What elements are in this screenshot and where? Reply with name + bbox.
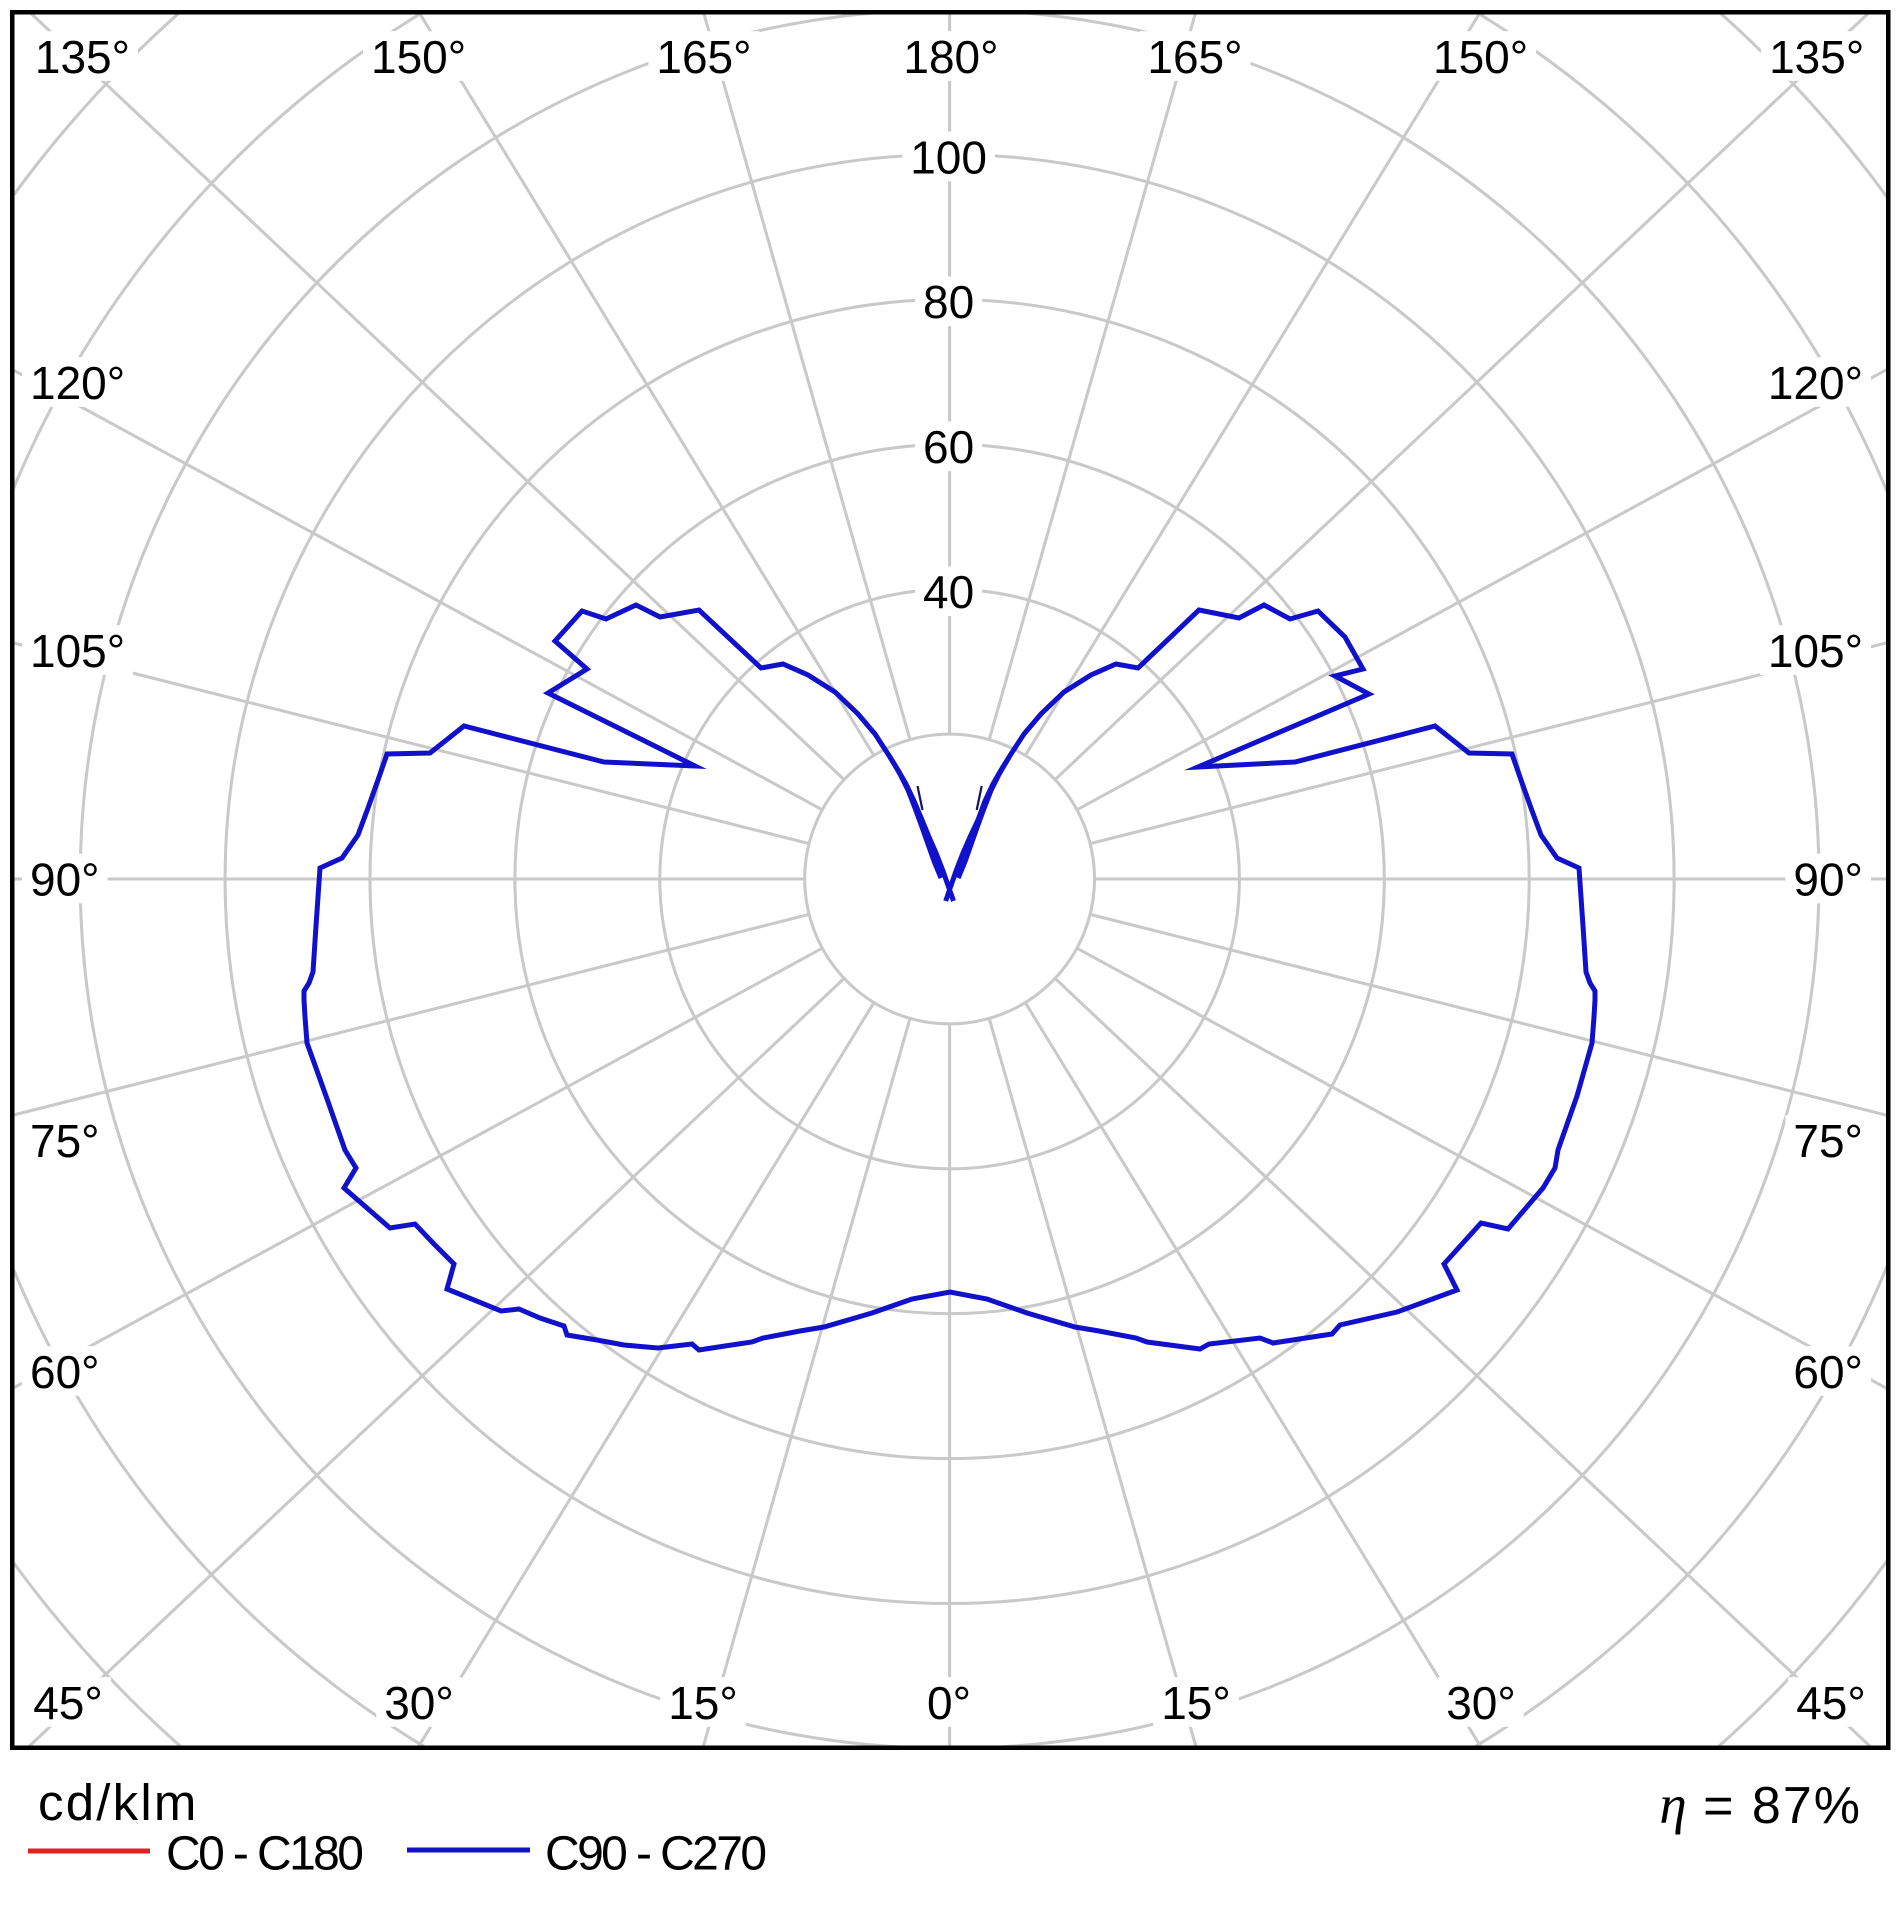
svg-text:90°: 90° xyxy=(30,853,100,905)
svg-text:75°: 75° xyxy=(30,1115,100,1167)
svg-text:180°: 180° xyxy=(903,31,998,83)
svg-text:15°: 15° xyxy=(668,1677,738,1729)
svg-text:120°: 120° xyxy=(30,357,125,409)
svg-text:150°: 150° xyxy=(1433,31,1528,83)
svg-text:75°: 75° xyxy=(1793,1115,1863,1167)
svg-text:60: 60 xyxy=(923,421,974,473)
svg-text:40: 40 xyxy=(923,566,974,618)
svg-text:165°: 165° xyxy=(1147,31,1242,83)
svg-text:30°: 30° xyxy=(1446,1677,1516,1729)
svg-text:C90 - C270: C90 - C270 xyxy=(545,1828,765,1881)
svg-text:C0 - C180: C0 - C180 xyxy=(166,1828,362,1881)
svg-text:60°: 60° xyxy=(1793,1346,1863,1398)
svg-text:105°: 105° xyxy=(30,625,125,677)
svg-text:45°: 45° xyxy=(33,1677,103,1729)
svg-text:cd/klm: cd/klm xyxy=(38,1774,199,1831)
svg-text:100: 100 xyxy=(910,131,987,183)
svg-text:80: 80 xyxy=(923,276,974,328)
svg-text:135°: 135° xyxy=(1769,31,1864,83)
svg-text:105°: 105° xyxy=(1768,625,1863,677)
svg-text:45°: 45° xyxy=(1796,1677,1866,1729)
svg-text:135°: 135° xyxy=(35,31,130,83)
svg-text:60°: 60° xyxy=(30,1346,100,1398)
svg-text:30°: 30° xyxy=(384,1677,454,1729)
svg-text:90°: 90° xyxy=(1793,853,1863,905)
svg-text:165°: 165° xyxy=(656,31,751,83)
svg-text:0°: 0° xyxy=(927,1677,971,1729)
svg-text:η = 87%: η = 87% xyxy=(1659,1774,1862,1835)
svg-text:120°: 120° xyxy=(1768,357,1863,409)
svg-text:150°: 150° xyxy=(371,31,466,83)
svg-text:15°: 15° xyxy=(1161,1677,1231,1729)
